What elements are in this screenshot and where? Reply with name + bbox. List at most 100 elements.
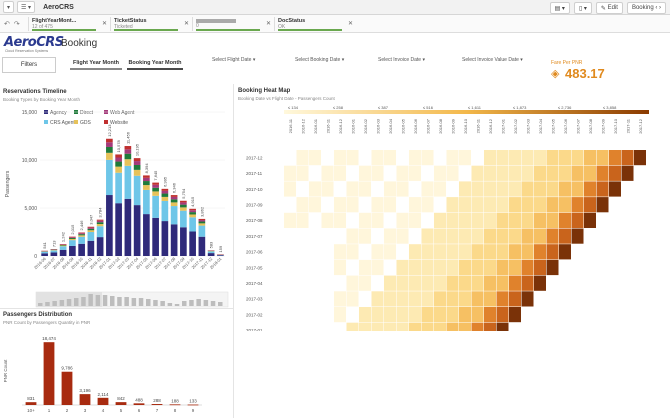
bar-segment — [189, 214, 196, 218]
edit-button[interactable]: ✎ Edit — [595, 2, 623, 14]
scrollbar-mini-bar — [88, 294, 93, 306]
bar-segment — [115, 154, 122, 158]
heatmap-cell — [559, 197, 571, 213]
bar-segment — [143, 175, 150, 178]
scrollbar-mini-bar — [189, 300, 194, 306]
heatmap-cell — [571, 181, 584, 197]
step-forward-icon[interactable]: ↷ — [13, 20, 20, 28]
select-flight-date-dropdown[interactable]: Select Flight Date ▾ — [212, 57, 256, 63]
close-icon[interactable]: ✕ — [101, 20, 107, 27]
data-label: 713 — [51, 240, 56, 247]
nav-menu-button[interactable]: ▾ — [3, 1, 15, 13]
select-booking-date-dropdown[interactable]: Select Booking Date ▾ — [295, 57, 345, 63]
column-label: 2016-01 — [350, 118, 355, 133]
selection-chip-flight-year-month[interactable]: FlightYearMont... 12 of 475 ✕ — [28, 16, 110, 31]
filters-button[interactable]: Filters — [2, 57, 56, 73]
bar-segment — [87, 228, 95, 231]
legend-swatch — [74, 120, 78, 124]
selection-tools: ↶ ↷ — [4, 20, 28, 28]
heatmap-cell — [546, 165, 559, 181]
row-label: 2017-01 — [246, 328, 263, 331]
heatmap-cell — [621, 165, 634, 181]
heatmap-cell — [584, 165, 596, 181]
heatmap-cell — [434, 212, 446, 228]
distribution-subtitle: PNR Count by Passengers Quantity in PNR — [3, 320, 91, 325]
scrollbar-mini-bar — [124, 297, 129, 306]
column-label: 2017-11 — [625, 118, 630, 133]
select-invoice-date-dropdown[interactable]: Select Invoice Date ▾ — [378, 57, 425, 63]
heatmap-cell — [384, 197, 396, 213]
heatmap-cell — [484, 150, 496, 166]
heatmap-cell — [396, 291, 409, 307]
scrollbar-mini-bar — [146, 299, 151, 306]
sheet-selector[interactable]: Booking ‹ › — [626, 2, 666, 14]
passengers-distribution-chart[interactable]: PNR Count 831 10+ 18,474 1 9,786 2 3,196 3 2,114 4… — [0, 327, 232, 419]
select-invoice-value-date-dropdown[interactable]: Select Invoice Value Date ▾ — [462, 57, 523, 63]
heatmap-cell — [434, 307, 446, 323]
heatmap-title: Booking Heat Map — [238, 88, 291, 94]
selection-chip-redacted[interactable]: 0 ✕ — [192, 16, 274, 31]
heatmap-cell — [409, 291, 421, 307]
color-legend-tick: ≤ 1,611 — [468, 105, 482, 110]
list-menu-button[interactable]: ☰ ▾ — [17, 1, 36, 13]
scrollbar-mini-bar — [110, 296, 115, 306]
bar-segment — [180, 207, 187, 211]
bar-segment — [115, 166, 122, 173]
bar-segment — [161, 221, 169, 256]
scrollbar-mini-bar — [210, 301, 216, 306]
bar-segment — [198, 225, 206, 237]
heatmap-cell — [546, 212, 559, 228]
close-icon[interactable]: ✕ — [347, 20, 353, 27]
heatmap-cell — [309, 197, 321, 213]
legend-label: CRS Agent — [50, 120, 75, 126]
bar-segment — [87, 240, 95, 256]
booking-year-month-toggle[interactable]: Booking Year Month — [127, 58, 183, 70]
step-back-icon[interactable]: ↶ — [4, 20, 10, 28]
bar-segment — [170, 224, 178, 256]
bar-segment — [133, 205, 141, 256]
heatmap-cell — [621, 150, 634, 166]
distribution-bar — [61, 371, 73, 405]
bar-segment — [78, 232, 85, 234]
reservations-timeline-chart[interactable]: Agency Direct Web Agent CRS Agent GDS Website… — [0, 104, 232, 309]
bar-segment — [69, 236, 76, 238]
close-icon[interactable]: ✕ — [183, 20, 189, 27]
data-label: 159 — [218, 245, 223, 252]
kpi-value: 483.17 — [565, 66, 605, 81]
color-legend-tick: ≤ 1,873 — [513, 105, 527, 110]
bar-segment — [152, 184, 159, 188]
heatmap-cell — [471, 322, 484, 331]
close-icon[interactable]: ✕ — [265, 20, 271, 27]
booking-heat-map-chart[interactable]: ≤ 134 ≤ 258 ≤ 387 ≤ 516 ≤ 1,611 ≤ 1,873 ≤ 2,73… — [236, 101, 666, 331]
scrollbar-mini-bar — [196, 299, 201, 306]
bar-segment — [180, 210, 187, 228]
heatmap-cell — [459, 275, 471, 291]
bar-segment — [69, 238, 76, 241]
selection-chip-doc-status[interactable]: DocStatus OK ✕ — [274, 16, 356, 31]
heatmap-cell — [396, 259, 409, 276]
selection-chip-ticket-status[interactable]: TicketStatus Ticketed ✕ — [110, 16, 192, 31]
scrollbar-mini-bar — [81, 297, 86, 306]
column-label: 2016-07 — [425, 118, 430, 133]
column-label: 2016-12 — [300, 118, 305, 133]
heatmap-cell — [496, 322, 509, 331]
row-label: 2017-04 — [246, 281, 263, 286]
bar-segment — [143, 185, 150, 190]
x-tick-label: 7 — [156, 408, 159, 413]
row-label: 2017-11 — [246, 171, 263, 176]
device-button[interactable]: ▯ ▾ — [573, 2, 592, 14]
flight-year-month-toggle[interactable]: Flight Year Month — [70, 58, 122, 70]
heatmap-cell — [609, 165, 621, 181]
color-legend-tick: ≤ 3,858 — [603, 105, 617, 110]
bar-segment — [207, 253, 215, 256]
column-label: 2017-09 — [600, 118, 605, 133]
x-tick-label: 6 — [138, 408, 141, 413]
bar-segment — [106, 138, 113, 143]
legend-swatch — [104, 120, 108, 124]
heatmap-cell — [459, 244, 471, 260]
heatmap-cell — [334, 291, 346, 307]
heatmap-cell — [496, 244, 509, 260]
heatmap-cell — [559, 150, 571, 166]
bookmark-button[interactable]: ▤ ▾ — [549, 2, 570, 14]
heatmap-cell — [409, 165, 421, 181]
